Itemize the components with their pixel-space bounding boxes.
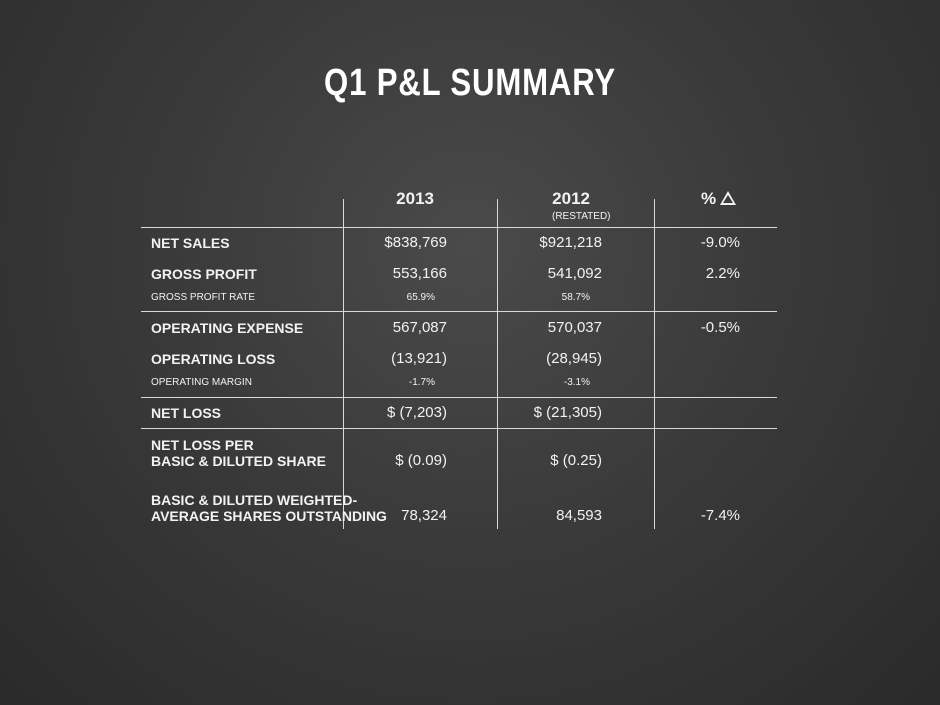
operating-expense-2013: 567,087 [392,319,447,336]
row-label-net-loss: NET LOSS [151,405,222,421]
row-label-net-loss-per-line2: BASIC & DILUTED SHARE [151,453,327,469]
column-header-percent-change: % [701,189,737,209]
row-label-net-sales: NET SALES [151,235,230,251]
operating-margin-2013: -1.7% [408,377,435,388]
net-sales-2012: $921,218 [539,234,602,251]
gross-profit-pct: 2.2% [705,265,740,282]
header-rule [141,227,777,228]
gross-profit-rate-2013: 65.9% [406,292,435,303]
row-label-net-loss-per-line1: NET LOSS PER [151,437,254,453]
weighted-shares-pct: -7.4% [700,507,740,524]
column-divider-2 [497,199,498,529]
operating-margin-2012: -3.1% [563,377,590,388]
net-loss-per-share-2013: $ (0.09) [395,452,447,469]
operating-loss-2012: (28,945) [546,350,602,367]
weighted-shares-2013: 78,324 [401,507,447,524]
row-divider-netloss [141,428,777,429]
gross-profit-2013: 553,166 [392,265,447,282]
delta-icon [720,191,737,205]
row-divider-operating [141,397,777,398]
percent-label: % [701,189,717,208]
net-loss-2013: $ (7,203) [386,404,447,421]
row-label-weighted-shares-line1: BASIC & DILUTED WEIGHTED- [151,492,358,508]
net-loss-per-share-2012: $ (0.25) [550,452,602,469]
column-header-2013: 2013 [396,189,434,208]
row-label-operating-loss: OPERATING LOSS [151,351,276,367]
column-divider-3 [654,199,655,529]
net-sales-pct: -9.0% [700,234,740,251]
column-header-2012: 2012 [552,189,590,208]
net-loss-2012: $ (21,305) [533,404,602,421]
row-divider-gross [141,311,777,312]
operating-expense-pct: -0.5% [700,319,740,336]
net-sales-2013: $838,769 [384,234,447,251]
row-label-weighted-shares-line2: AVERAGE SHARES OUTSTANDING [151,508,387,524]
gross-profit-2012: 541,092 [547,265,602,282]
operating-expense-2012: 570,037 [547,319,602,336]
column-header-2012-restated: (RESTATED) [552,211,611,222]
operating-loss-2013: (13,921) [391,350,447,367]
weighted-shares-2012: 84,593 [556,507,602,524]
row-label-operating-margin: OPERATING MARGIN [151,377,252,388]
column-divider-1 [343,199,344,529]
gross-profit-rate-2012: 58.7% [561,292,590,303]
row-label-operating-expense: OPERATING EXPENSE [151,320,304,336]
row-label-gross-profit-rate: GROSS PROFIT RATE [151,292,256,303]
row-label-gross-profit: GROSS PROFIT [151,266,257,282]
page-title: Q1 P&L SUMMARY [324,62,616,104]
